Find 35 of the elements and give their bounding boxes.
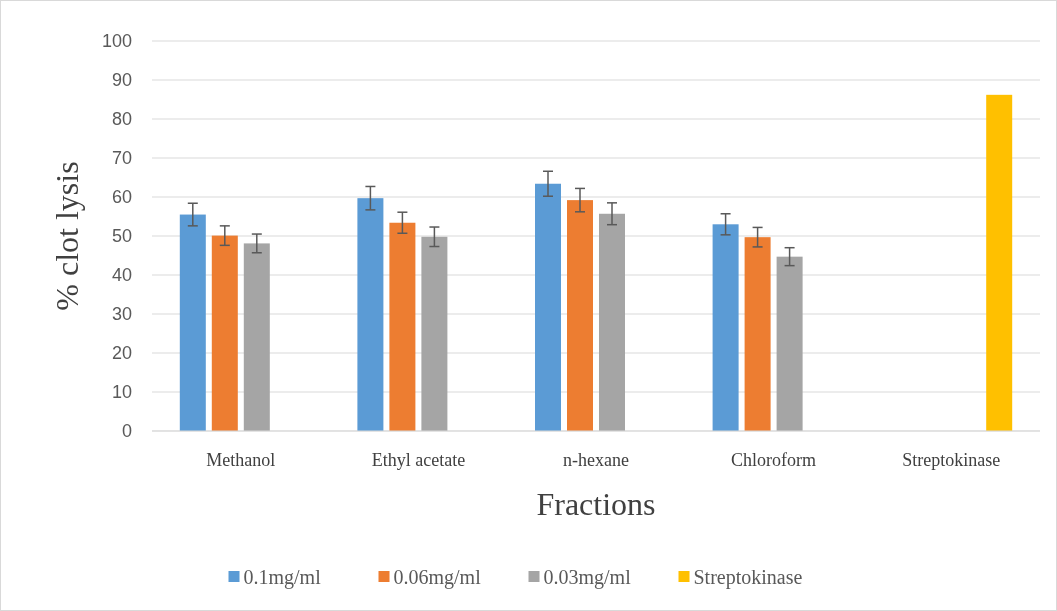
y-tick-label: 30: [111, 304, 132, 325]
bar: [389, 222, 416, 431]
bar: [179, 214, 206, 431]
x-tick-label: Chloroform: [731, 450, 817, 470]
y-tick-label: 40: [111, 265, 132, 286]
x-tick-label: n-hexane: [563, 450, 629, 470]
y-tick-label: 10: [111, 382, 132, 403]
legend-label: 0.1mg/ml: [243, 566, 322, 589]
legend-label: 0.06mg/ml: [393, 566, 482, 589]
bar: [744, 237, 771, 431]
y-tick-label: 100: [101, 31, 132, 52]
bar: [421, 236, 448, 431]
bar: [599, 213, 625, 431]
bar: [357, 198, 384, 431]
y-tick-label: 80: [111, 109, 132, 130]
x-axis-title: Fractions: [536, 486, 656, 522]
bar: [986, 94, 1013, 431]
y-tick-label: 0: [121, 421, 132, 442]
bar: [776, 256, 803, 431]
y-tick-label: 50: [111, 226, 132, 247]
y-tick-label: 20: [111, 343, 132, 364]
legend-label: 0.03mg/ml: [543, 566, 632, 589]
y-tick-label: 90: [111, 70, 132, 91]
x-tick-label: Streptokinase: [902, 450, 1001, 470]
y-tick-label: 60: [111, 187, 132, 208]
bar: [535, 183, 561, 431]
y-axis-title: % clot lysis: [49, 161, 85, 311]
x-tick-label: Ethyl acetate: [371, 450, 466, 470]
x-tick-label: Methanol: [206, 450, 276, 470]
bar: [567, 200, 593, 431]
y-tick-label: 70: [111, 148, 132, 169]
legend-label: Streptokinase: [693, 566, 803, 589]
bar: [712, 224, 739, 431]
bar: [243, 243, 270, 431]
bar: [211, 235, 238, 431]
